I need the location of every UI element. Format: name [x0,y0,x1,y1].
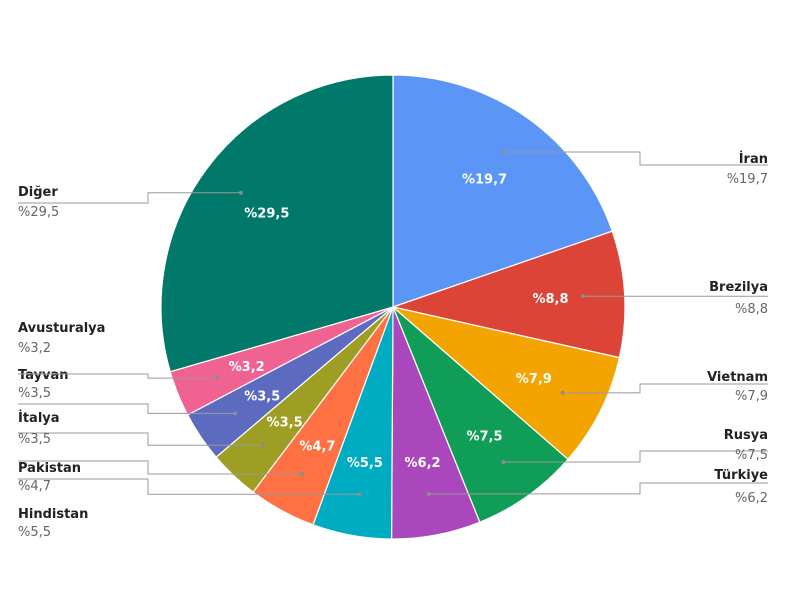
slice-value-label-rusya: %7,5 [466,429,502,444]
pie-slices [160,74,626,540]
slice-brezilya[interactable] [390,230,626,359]
slice-vietnam[interactable] [392,306,621,461]
slice-value-label-italya: %3,5 [267,416,303,431]
leader-line-pakistan [18,460,302,475]
slice-value-label-vietnam: %7,9 [516,372,552,387]
slice-value-label-hindistan: %5,5 [347,456,383,471]
slice-external-value-hindistan: %5,5 [18,525,51,540]
slice-external-value-turkiye: %6,2 [735,491,768,506]
slice-external-value-tayvan: %3,5 [18,386,51,401]
slice-external-value-iran: %19,7 [727,172,768,187]
slice-external-value-rusya: %7,5 [735,448,768,463]
slice-value-label-avusturalya: %3,2 [229,360,265,375]
leader-line-avusturalya [18,373,217,379]
slice-value-label-brezilya: %8,8 [532,292,568,307]
slice-name-label-turkiye: Türkiye [714,468,768,483]
leader-line-iran [503,151,768,166]
slice-name-label-italya: İtalya [18,410,60,426]
leader-line-tayvan [18,403,236,414]
slice-value-label-tayvan: %3,5 [244,389,280,404]
slice-value-label-turkiye: %6,2 [405,456,441,471]
slice-name-label-avusturalya: Avusturalya [18,321,105,336]
slice-external-value-pakistan: %4,7 [18,479,51,494]
slice-external-value-italya: %3,5 [18,432,51,447]
slice-name-label-rusya: Rusya [724,428,768,443]
slice-name-label-iran: İran [739,151,768,167]
leader-line-turkiye [428,482,768,495]
slice-external-value-vietnam: %7,9 [735,389,768,404]
leader-line-hindistan [18,478,360,495]
slice-name-label-diger: Diğer [18,185,58,200]
slice-iran[interactable] [392,74,614,308]
slice-name-label-pakistan: Pakistan [18,461,81,476]
slice-value-label-iran: %19,7 [462,173,507,188]
slice-diger[interactable] [160,74,394,373]
leader-line-italya [18,432,263,446]
slice-name-label-hindistan: Hindistan [18,507,88,522]
slice-external-value-brezilya: %8,8 [735,302,768,317]
slice-name-label-tayvan: Tayvan [18,368,69,383]
leader-line-diger [18,192,241,204]
pie-labels: %19,7 İran %19,7 %8,8 Brezilya %8,8 %7,9 Vietna… [18,150,768,540]
slice-value-label-pakistan: %4,7 [299,439,335,454]
slice-name-label-brezilya: Brezilya [709,280,768,295]
slice-rusya[interactable] [392,306,569,523]
slice-external-value-avusturalya: %3,2 [18,341,51,356]
leader-line-vietnam [562,383,768,394]
leader-line-rusya [503,450,768,463]
slice-value-label-diger: %29,5 [244,206,289,221]
slice-external-value-diger: %29,5 [18,205,59,220]
slice-name-label-vietnam: Vietnam [707,370,768,385]
